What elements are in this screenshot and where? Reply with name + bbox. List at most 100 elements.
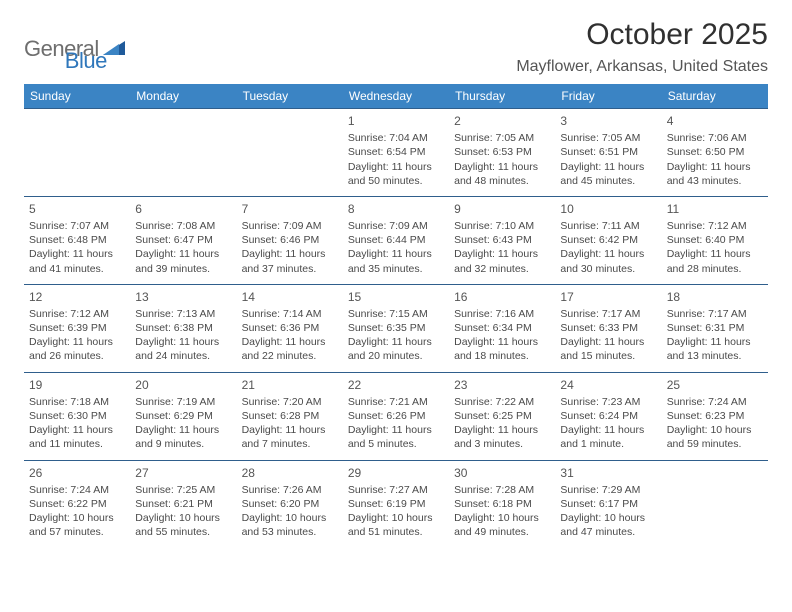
page-title: October 2025 — [516, 18, 768, 52]
daylight-text: Daylight: 11 hours and 26 minutes. — [29, 335, 125, 363]
day-cell: 24Sunrise: 7:23 AMSunset: 6:24 PMDayligh… — [555, 372, 661, 460]
sunrise-text: Sunrise: 7:29 AM — [560, 483, 656, 497]
day-number: 12 — [29, 289, 125, 305]
daylight-text: Daylight: 10 hours and 59 minutes. — [667, 423, 763, 451]
day-cell: 16Sunrise: 7:16 AMSunset: 6:34 PMDayligh… — [449, 284, 555, 372]
sunrise-text: Sunrise: 7:07 AM — [29, 219, 125, 233]
sunrise-text: Sunrise: 7:12 AM — [667, 219, 763, 233]
sunrise-text: Sunrise: 7:11 AM — [560, 219, 656, 233]
day-number: 13 — [135, 289, 231, 305]
sunset-text: Sunset: 6:43 PM — [454, 233, 550, 247]
sunrise-text: Sunrise: 7:22 AM — [454, 395, 550, 409]
weekday-header: Monday — [130, 84, 236, 109]
sunset-text: Sunset: 6:34 PM — [454, 321, 550, 335]
sunrise-text: Sunrise: 7:25 AM — [135, 483, 231, 497]
day-cell: 6Sunrise: 7:08 AMSunset: 6:47 PMDaylight… — [130, 196, 236, 284]
week-row: 1Sunrise: 7:04 AMSunset: 6:54 PMDaylight… — [24, 109, 768, 197]
day-cell: 21Sunrise: 7:20 AMSunset: 6:28 PMDayligh… — [237, 372, 343, 460]
day-number: 20 — [135, 377, 231, 393]
day-cell: 19Sunrise: 7:18 AMSunset: 6:30 PMDayligh… — [24, 372, 130, 460]
sunrise-text: Sunrise: 7:18 AM — [29, 395, 125, 409]
sunset-text: Sunset: 6:48 PM — [29, 233, 125, 247]
day-cell: 15Sunrise: 7:15 AMSunset: 6:35 PMDayligh… — [343, 284, 449, 372]
sunset-text: Sunset: 6:21 PM — [135, 497, 231, 511]
sunset-text: Sunset: 6:24 PM — [560, 409, 656, 423]
day-cell: 28 Sunrise: 7:26 AMSunset: 6:20 PMDayligh… — [237, 460, 343, 547]
day-cell: 31Sunrise: 7:29 AMSunset: 6:17 PMDayligh… — [555, 460, 661, 547]
daylight-text: Daylight: 10 hours and 55 minutes. — [135, 511, 231, 539]
day-cell: 26Sunrise: 7:24 AMSunset: 6:22 PMDayligh… — [24, 460, 130, 547]
daylight-text: Daylight: 11 hours and 20 minutes. — [348, 335, 444, 363]
day-cell: 22Sunrise: 7:21 AMSunset: 6:26 PMDayligh… — [343, 372, 449, 460]
sunset-text: Sunset: 6:44 PM — [348, 233, 444, 247]
day-cell: 1Sunrise: 7:04 AMSunset: 6:54 PMDaylight… — [343, 109, 449, 197]
day-cell: 5Sunrise: 7:07 AMSunset: 6:48 PMDaylight… — [24, 196, 130, 284]
weekday-header-row: Sunday Monday Tuesday Wednesday Thursday… — [24, 84, 768, 109]
week-row: 5Sunrise: 7:07 AMSunset: 6:48 PMDaylight… — [24, 196, 768, 284]
day-cell: 12Sunrise: 7:12 AMSunset: 6:39 PMDayligh… — [24, 284, 130, 372]
sunrise-text: Sunrise: 7:09 AM — [348, 219, 444, 233]
weekday-header: Friday — [555, 84, 661, 109]
day-cell: 23Sunrise: 7:22 AMSunset: 6:25 PMDayligh… — [449, 372, 555, 460]
sunset-text: Sunset: 6:54 PM — [348, 145, 444, 159]
weekday-header: Saturday — [662, 84, 768, 109]
sunrise-text: Sunrise: 7:13 AM — [135, 307, 231, 321]
day-cell: 3Sunrise: 7:05 AMSunset: 6:51 PMDaylight… — [555, 109, 661, 197]
sunset-text: Sunset: 6:33 PM — [560, 321, 656, 335]
day-number: 24 — [560, 377, 656, 393]
day-cell: 2Sunrise: 7:05 AMSunset: 6:53 PMDaylight… — [449, 109, 555, 197]
day-cell: 4Sunrise: 7:06 AMSunset: 6:50 PMDaylight… — [662, 109, 768, 197]
daylight-text: Daylight: 10 hours and 47 minutes. — [560, 511, 656, 539]
header: General Blue October 2025 Mayflower, Ark… — [24, 18, 768, 76]
day-number: 10 — [560, 201, 656, 217]
sunrise-text: Sunrise: 7:15 AM — [348, 307, 444, 321]
sunset-text: Sunset: 6:47 PM — [135, 233, 231, 247]
sunrise-text: Sunrise: 7:17 AM — [667, 307, 763, 321]
day-number: 28 — [242, 465, 338, 481]
day-cell: 20Sunrise: 7:19 AMSunset: 6:29 PMDayligh… — [130, 372, 236, 460]
day-number: 14 — [242, 289, 338, 305]
day-cell: 18Sunrise: 7:17 AMSunset: 6:31 PMDayligh… — [662, 284, 768, 372]
day-number: 25 — [667, 377, 763, 393]
logo: General Blue — [24, 18, 107, 74]
day-number: 4 — [667, 113, 763, 129]
day-number: 29 — [348, 465, 444, 481]
sunrise-text: Sunrise: 7:12 AM — [29, 307, 125, 321]
day-cell: 30Sunrise: 7:28 AMSunset: 6:18 PMDayligh… — [449, 460, 555, 547]
day-number: 19 — [29, 377, 125, 393]
sunset-text: Sunset: 6:35 PM — [348, 321, 444, 335]
sunset-text: Sunset: 6:28 PM — [242, 409, 338, 423]
daylight-text: Daylight: 11 hours and 41 minutes. — [29, 247, 125, 275]
day-cell: 25Sunrise: 7:24 AMSunset: 6:23 PMDayligh… — [662, 372, 768, 460]
daylight-text: Daylight: 11 hours and 48 minutes. — [454, 160, 550, 188]
daylight-text: Daylight: 10 hours and 53 minutes. — [242, 511, 338, 539]
daylight-text: Daylight: 11 hours and 1 minute. — [560, 423, 656, 451]
day-cell — [24, 109, 130, 197]
sunset-text: Sunset: 6:42 PM — [560, 233, 656, 247]
day-cell: 17Sunrise: 7:17 AMSunset: 6:33 PMDayligh… — [555, 284, 661, 372]
day-number: 11 — [667, 201, 763, 217]
day-number: 2 — [454, 113, 550, 129]
sunset-text: Sunset: 6:19 PM — [348, 497, 444, 511]
sunset-text: Sunset: 6:20 PM — [242, 497, 338, 511]
sunset-text: Sunset: 6:17 PM — [560, 497, 656, 511]
title-block: October 2025 Mayflower, Arkansas, United… — [516, 18, 768, 76]
sunset-text: Sunset: 6:18 PM — [454, 497, 550, 511]
sunset-text: Sunset: 6:25 PM — [454, 409, 550, 423]
sunrise-text: Sunrise: 7:05 AM — [560, 131, 656, 145]
day-number: 23 — [454, 377, 550, 393]
day-cell — [237, 109, 343, 197]
daylight-text: Daylight: 11 hours and 22 minutes. — [242, 335, 338, 363]
sunrise-text: Sunrise: 7:24 AM — [29, 483, 125, 497]
weekday-header: Wednesday — [343, 84, 449, 109]
daylight-text: Daylight: 11 hours and 32 minutes. — [454, 247, 550, 275]
sunset-text: Sunset: 6:51 PM — [560, 145, 656, 159]
sunrise-text: Sunrise: 7:26 AM — [242, 483, 338, 497]
sunset-text: Sunset: 6:30 PM — [29, 409, 125, 423]
daylight-text: Daylight: 11 hours and 30 minutes. — [560, 247, 656, 275]
daylight-text: Daylight: 10 hours and 57 minutes. — [29, 511, 125, 539]
day-cell: 13Sunrise: 7:13 AMSunset: 6:38 PMDayligh… — [130, 284, 236, 372]
day-number: 9 — [454, 201, 550, 217]
day-cell: 11Sunrise: 7:12 AMSunset: 6:40 PMDayligh… — [662, 196, 768, 284]
day-cell: 7Sunrise: 7:09 AMSunset: 6:46 PMDaylight… — [237, 196, 343, 284]
